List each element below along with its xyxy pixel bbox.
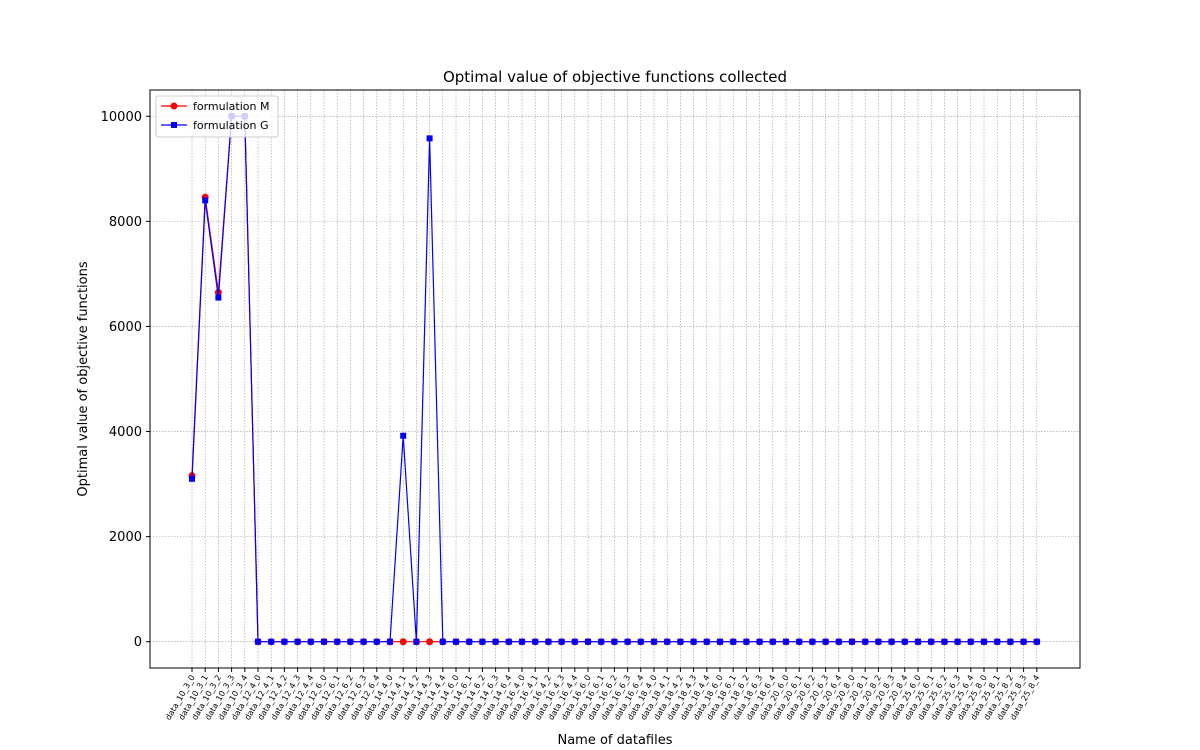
data-point xyxy=(875,638,882,645)
data-point xyxy=(835,638,842,645)
data-point xyxy=(189,475,195,482)
data-point xyxy=(822,638,829,645)
data-point xyxy=(268,638,275,645)
data-point xyxy=(796,638,803,645)
y-tick-label: 2000 xyxy=(109,530,142,545)
data-point xyxy=(862,638,869,645)
data-point xyxy=(400,432,407,439)
data-point xyxy=(783,638,789,645)
data-point xyxy=(255,638,261,645)
series-formulation-g xyxy=(189,113,1040,645)
legend: formulation M formulation G xyxy=(155,95,279,138)
data-point xyxy=(624,638,631,645)
data-point xyxy=(888,638,895,645)
y-tick-label: 8000 xyxy=(109,215,142,230)
data-point xyxy=(426,135,433,142)
data-point xyxy=(399,638,407,646)
data-point xyxy=(901,638,908,645)
data-point xyxy=(453,638,459,645)
data-point xyxy=(730,638,737,645)
y-tick-label: 4000 xyxy=(109,425,142,440)
data-point xyxy=(598,638,605,645)
y-axis-label: Optimal value of objective functions xyxy=(76,261,91,496)
data-point xyxy=(466,638,473,645)
data-point xyxy=(611,638,618,645)
data-point xyxy=(505,638,512,645)
data-point xyxy=(809,638,816,645)
data-point xyxy=(585,638,591,645)
data-point xyxy=(849,638,855,645)
data-point xyxy=(321,638,327,645)
data-point xyxy=(981,638,987,645)
data-point xyxy=(281,638,288,645)
data-point xyxy=(941,638,948,645)
legend-marker-formulation-g xyxy=(171,122,177,128)
data-point xyxy=(677,638,684,645)
data-point xyxy=(294,638,301,645)
data-point xyxy=(492,638,499,645)
data-point xyxy=(994,638,1001,645)
y-tick-label: 10000 xyxy=(101,110,142,125)
chart-title: Optimal value of objective functions col… xyxy=(443,68,787,86)
plot-frame xyxy=(149,89,1081,669)
data-point xyxy=(532,638,539,645)
series-layer xyxy=(188,112,1041,646)
data-point xyxy=(571,638,578,645)
data-point xyxy=(703,638,710,645)
data-point xyxy=(769,638,776,645)
data-point xyxy=(334,638,341,645)
data-point xyxy=(915,638,921,645)
data-point xyxy=(215,294,222,301)
data-point xyxy=(743,638,750,645)
data-point xyxy=(307,638,314,645)
data-point xyxy=(202,197,209,204)
legend-label-formulation-m: formulation M xyxy=(193,100,269,113)
data-point xyxy=(637,638,644,645)
grid xyxy=(150,90,1080,668)
data-point xyxy=(651,638,657,645)
data-point xyxy=(387,638,393,645)
data-point xyxy=(954,638,961,645)
data-point xyxy=(1033,638,1040,645)
data-point xyxy=(1007,638,1014,645)
legend-marker-formulation-m xyxy=(170,102,178,110)
data-point xyxy=(373,638,380,645)
data-point xyxy=(479,638,486,645)
data-point xyxy=(1020,638,1027,645)
data-point xyxy=(717,638,723,645)
x-axis-label: Name of datafiles xyxy=(557,733,672,748)
y-tick-label: 0 xyxy=(134,635,142,650)
data-point xyxy=(360,638,367,645)
data-point xyxy=(439,638,446,645)
data-point xyxy=(519,638,525,645)
x-axis: data_10_3_0data_10_3_1data_10_3_2data_10… xyxy=(164,668,1042,722)
data-point xyxy=(664,638,671,645)
data-point xyxy=(928,638,935,645)
data-point xyxy=(690,638,697,645)
y-tick-label: 6000 xyxy=(109,320,142,335)
data-point xyxy=(413,638,420,645)
data-point xyxy=(558,638,565,645)
legend-label-formulation-g: formulation G xyxy=(193,119,269,132)
data-point xyxy=(756,638,763,645)
data-point xyxy=(545,638,552,645)
data-point xyxy=(426,638,434,646)
data-point xyxy=(347,638,354,645)
y-axis: 0 2000 4000 6000 8000 10000 xyxy=(101,110,150,650)
data-point xyxy=(967,638,974,645)
